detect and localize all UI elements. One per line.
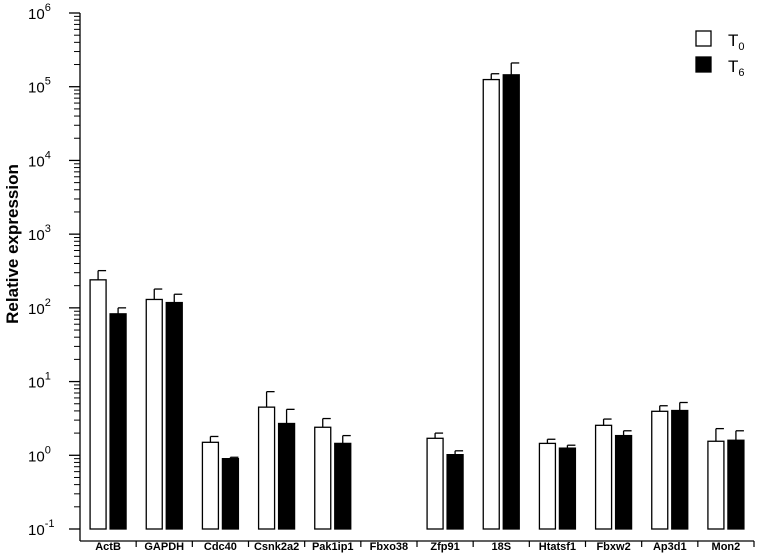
bars <box>89 74 745 530</box>
y-tick-label: 102 <box>28 297 51 318</box>
y-tick-label: 10-1 <box>28 518 54 539</box>
bar-t0-htatsf1 <box>538 442 557 530</box>
bar-t6-zfp91 <box>446 454 464 530</box>
x-tick-label: Fbxo38 <box>370 541 409 553</box>
x-tick-label: Csnk2a2 <box>254 541 299 553</box>
axes <box>79 13 755 547</box>
x-tick-label: Fbxw2 <box>596 541 630 553</box>
bar-t0-18s <box>482 78 500 530</box>
x-tick-label: Cdc40 <box>204 541 237 553</box>
bar-t6-actb <box>109 313 127 530</box>
bar-t0-actb <box>89 279 107 530</box>
bar-t6-pak1ip1 <box>334 442 352 530</box>
x-tick-label: GAPDH <box>144 541 184 553</box>
bar-t0-mon2 <box>707 440 725 530</box>
bar-t0-pak1ip1 <box>314 426 332 530</box>
bar-t0-zfp91 <box>426 437 444 530</box>
y-axis-ticks: 10-1 100 101 102 103 104 105 106 <box>28 2 80 539</box>
x-tick-label: 18S <box>491 541 511 553</box>
bar-t6-ap3d1 <box>671 409 689 530</box>
y-tick-label: 100 <box>28 444 51 465</box>
bar-t6-fbxw2 <box>614 434 633 530</box>
bar-t6-gapdh <box>165 301 183 530</box>
bar-t0-csnk2a2 <box>257 406 276 530</box>
bar-t6-csnk2a2 <box>277 422 296 530</box>
x-tick-label: Zfp91 <box>430 541 459 553</box>
bar-t6-18s <box>502 74 520 530</box>
bar-t6-htatsf1 <box>558 447 577 530</box>
bar-t0-gapdh <box>145 298 163 530</box>
bar-t6-mon2 <box>727 439 745 530</box>
bar-t0-ap3d1 <box>651 410 669 530</box>
legend-swatch-t0 <box>695 30 712 47</box>
bar-t0-cdc40 <box>201 441 220 530</box>
x-tick-label: ActB <box>95 541 121 553</box>
x-axis-categories: ActB GAPDH Cdc40 Csnk2a2 Pak1ip1 Fbxo38 Zfp91 1… <box>95 541 740 553</box>
y-tick-label: 104 <box>28 149 51 170</box>
error-bars <box>97 62 744 459</box>
legend-label-t6: T6 <box>728 57 745 79</box>
y-tick-label: 101 <box>28 371 51 392</box>
x-tick-label: Htatsf1 <box>539 541 576 553</box>
y-tick-label: 106 <box>28 2 51 23</box>
x-tick-label: Mon2 <box>712 541 741 553</box>
legend-swatch-t6 <box>695 56 712 73</box>
bar-t0-fbxw2 <box>594 424 613 530</box>
y-axis-title: Relative expression <box>3 164 22 324</box>
legend-label-t0: T0 <box>728 31 745 53</box>
y-tick-label: 105 <box>28 76 51 97</box>
x-tick-label: Pak1ip1 <box>312 541 354 553</box>
legend: T0 T6 <box>695 30 745 79</box>
bar-t6-cdc40 <box>221 458 240 530</box>
y-tick-label: 103 <box>28 223 51 244</box>
x-tick-label: Ap3d1 <box>653 541 687 553</box>
